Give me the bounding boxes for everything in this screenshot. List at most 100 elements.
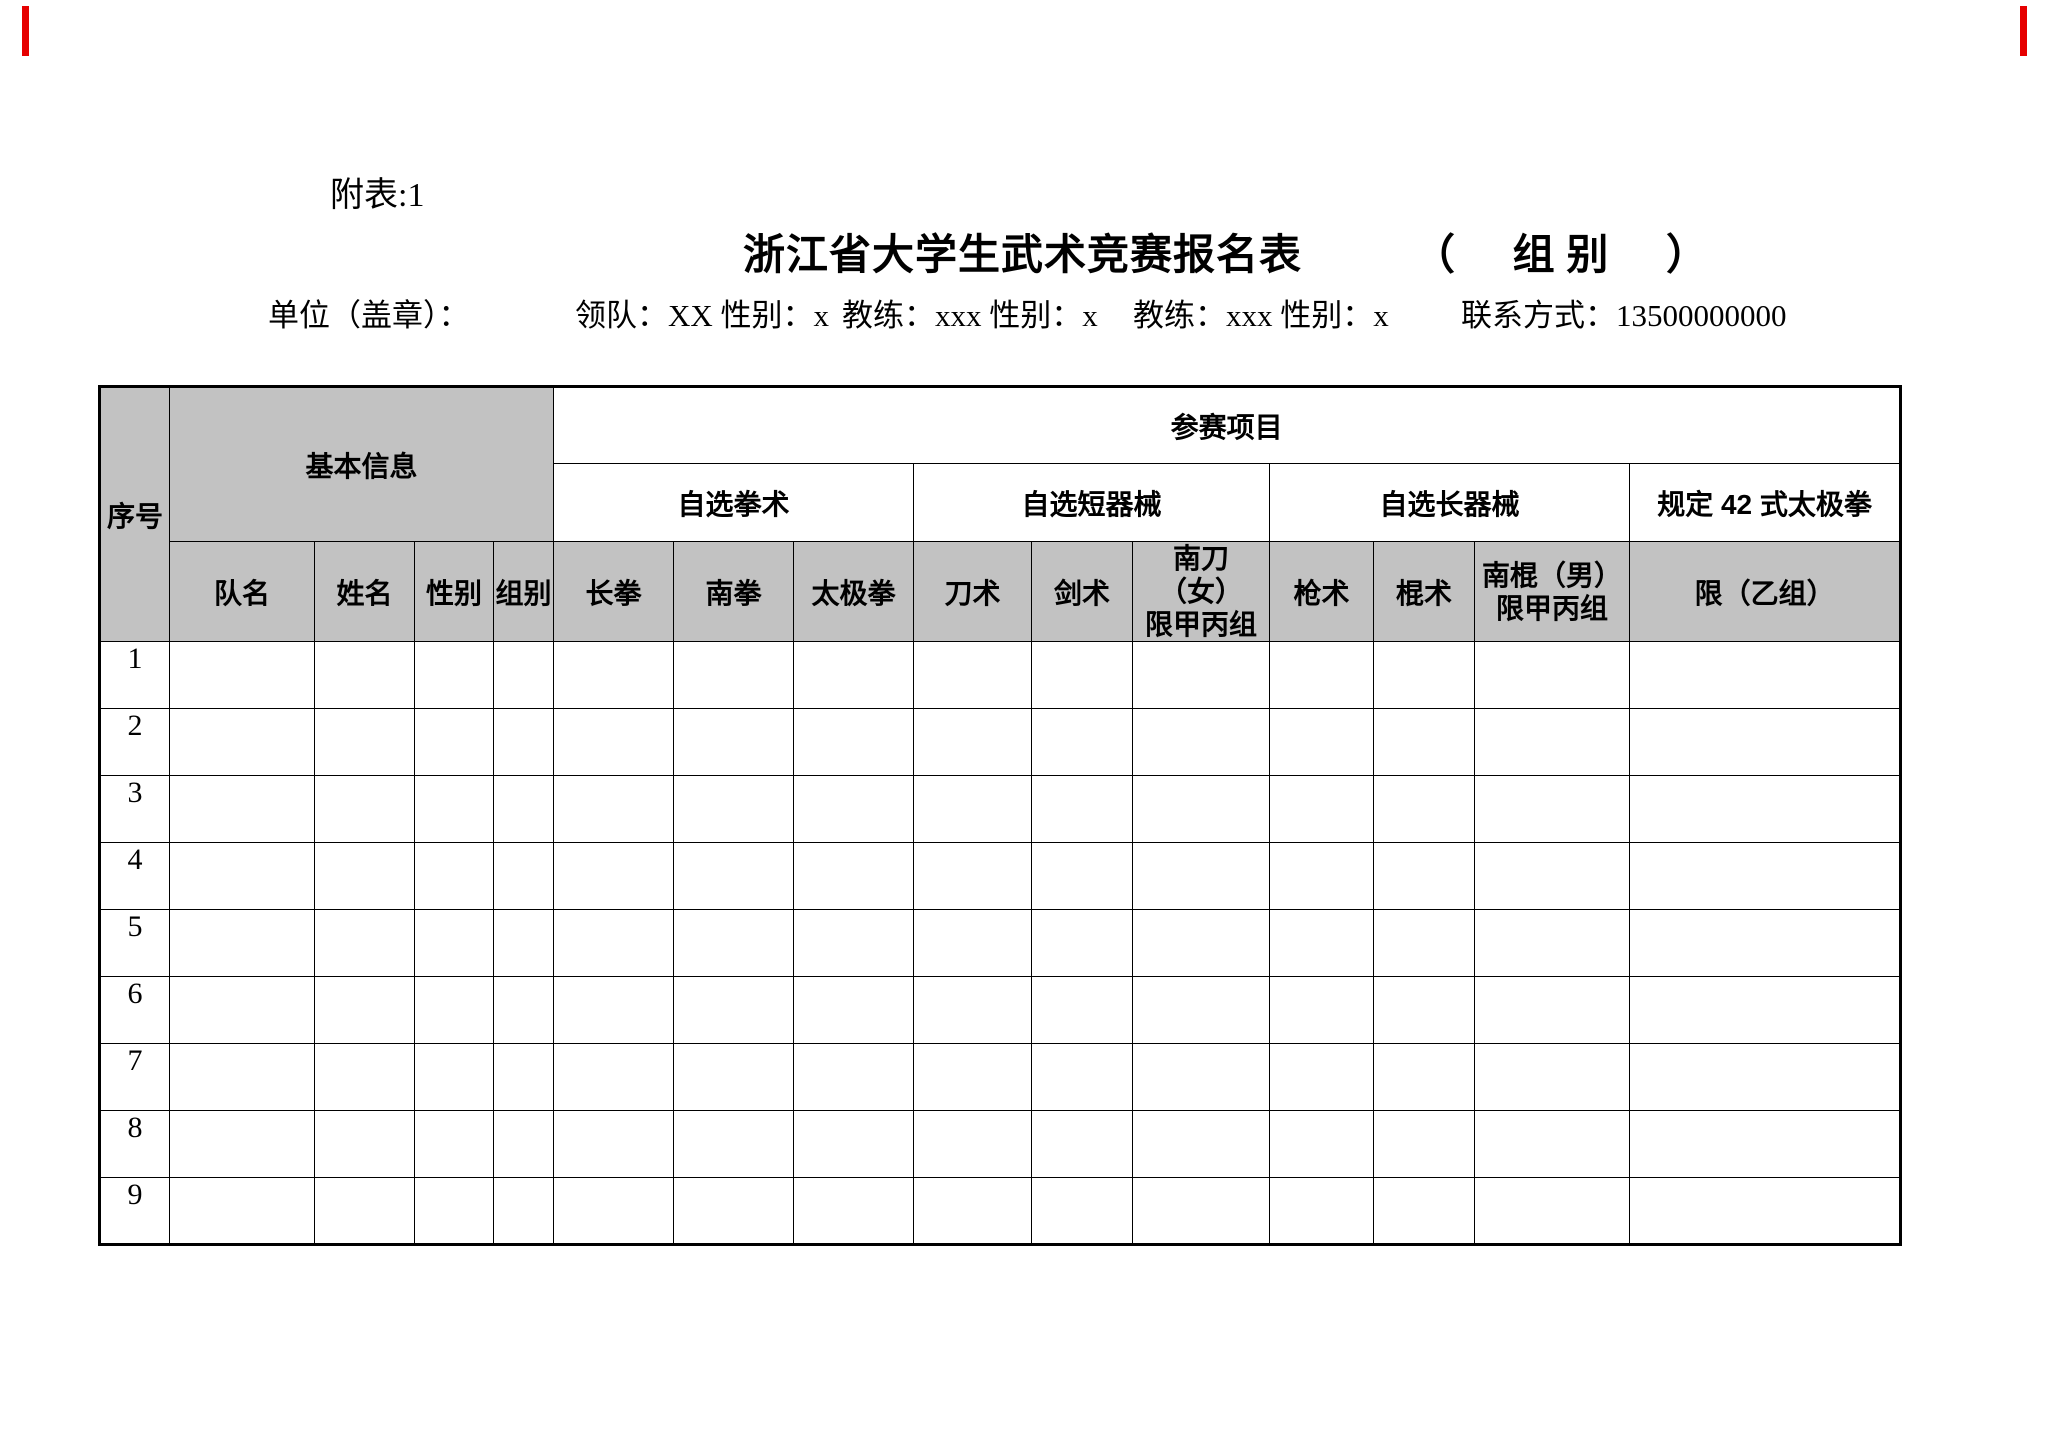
empty-cell [553,1043,675,1111]
empty-cell [314,976,415,1044]
empty-cell [913,1043,1033,1111]
empty-cell [1629,976,1902,1044]
empty-cell [1132,708,1271,776]
empty-cell [793,1043,915,1111]
empty-cell [793,842,915,910]
empty-cell [913,976,1033,1044]
empty-cell [1031,708,1134,776]
empty-cell [1132,1177,1271,1245]
empty-cell [492,909,555,977]
empty-cell [1373,909,1476,977]
empty-cell [1031,842,1134,910]
empty-cell [1269,976,1375,1044]
red-corner-mark-right [2020,6,2027,56]
empty-cell [314,775,415,843]
empty-cell [414,775,494,843]
empty-cell [913,1177,1033,1245]
empty-cell [553,976,675,1044]
empty-cell [673,909,795,977]
row-number: 7 [99,1043,170,1111]
page-title: 浙江省大学生武术竞赛报名表 [743,231,1303,278]
col-header-changquan: 长拳 [553,541,675,642]
empty-cell [1629,1043,1902,1111]
empty-cell [1269,842,1375,910]
empty-cell [169,1043,315,1111]
row-number: 8 [99,1110,170,1178]
empty-cell [673,842,795,910]
empty-cell [414,976,494,1044]
empty-cell [1474,842,1631,910]
empty-cell [1031,1110,1134,1178]
col-header-name: 姓名 [314,541,415,642]
annex-label: 附表:1 [330,177,425,214]
col-header-daoshu: 刀术 [913,541,1033,642]
empty-cell [314,1177,415,1245]
empty-cell [1373,1110,1476,1178]
empty-cell [414,1043,494,1111]
empty-cell [793,708,915,776]
col-header-qiangshu: 枪术 [1269,541,1375,642]
table-row: 1 [99,641,1902,709]
empty-cell [414,842,494,910]
empty-cell [1031,641,1134,709]
empty-cell [414,1177,494,1245]
red-corner-mark-left [22,6,29,56]
table-row: 7 [99,1043,1902,1111]
header-row-2: 自选拳术 自选短器械 自选长器械 规定 42 式太极拳 [100,463,1902,542]
empty-cell [793,976,915,1044]
col-header-group: 组别 [492,541,555,642]
registration-table: 序号 基本信息 参赛项目 自选拳术 自选短器械 自选长器械 规定 42 式太极拳… [98,385,1903,1246]
empty-cell [553,1177,675,1245]
empty-cell [913,641,1033,709]
row-number: 5 [99,909,170,977]
coach2-field: 教练：xxx 性别：x [1133,298,1389,333]
empty-cell [1132,909,1271,977]
empty-cell [169,708,315,776]
empty-cell [1132,1043,1271,1111]
empty-cell [1031,909,1134,977]
empty-cell [1031,775,1134,843]
group-paren-open: （ [1413,231,1456,278]
empty-cell [1373,1177,1476,1245]
empty-cell [1269,708,1375,776]
empty-cell [1373,976,1476,1044]
empty-cell [492,1177,555,1245]
table-row: 2 [99,708,1902,776]
table-row: 3 [99,775,1902,843]
empty-cell [673,1110,795,1178]
col-header-team: 队名 [169,541,315,642]
empty-cell [1474,641,1631,709]
col-header-gunshu: 棍术 [1373,541,1476,642]
empty-cell [913,842,1033,910]
empty-cell [1629,1177,1902,1245]
empty-cell [314,641,415,709]
empty-cell [1269,641,1375,709]
empty-cell [414,641,494,709]
empty-cell [169,641,315,709]
empty-cell [169,976,315,1044]
empty-cell [1373,842,1476,910]
empty-cell [492,1110,555,1178]
empty-cell [314,1043,415,1111]
empty-cell [553,708,675,776]
row-number: 2 [99,708,170,776]
empty-cell [492,775,555,843]
empty-cell [793,1177,915,1245]
unit-stamp-label: 单位（盖章）： [268,298,470,333]
empty-cell [492,1043,555,1111]
empty-cell [1629,775,1902,843]
col-header-events: 参赛项目 [553,386,1902,464]
empty-cell [1474,1043,1631,1111]
empty-cell [1132,775,1271,843]
empty-cell [553,842,675,910]
empty-cell [553,909,675,977]
empty-cell [1474,909,1631,977]
empty-cell [414,1110,494,1178]
empty-cell [169,775,315,843]
empty-cell [1474,1177,1631,1245]
table-body: 1 2 3 [99,641,1902,1245]
contact-field: 联系方式：13500000000 [1461,298,1787,333]
empty-cell [673,1177,795,1245]
empty-cell [169,1110,315,1178]
col-header-gender: 性别 [414,541,494,642]
